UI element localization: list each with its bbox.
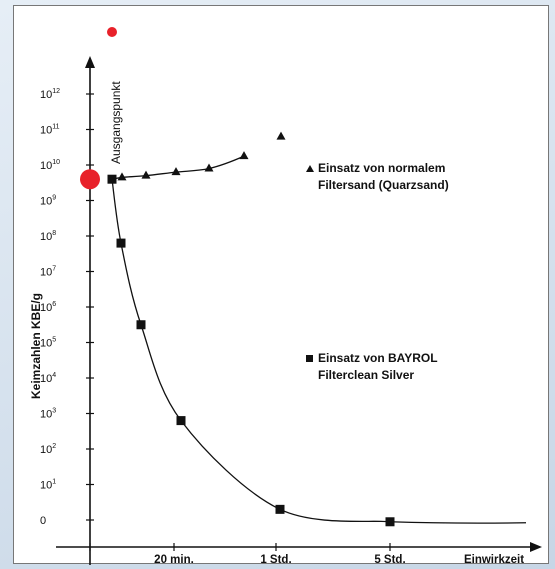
x-axis-title: Einwirkzeit: [464, 554, 524, 565]
triangle-marker: [141, 170, 151, 179]
triangle-marker: [276, 131, 286, 140]
y-tick-label: 102: [40, 443, 56, 456]
triangle-marker: [171, 167, 181, 176]
legend-triangle-marker: [306, 165, 314, 172]
y-axis-title: Keimzahlen KBE/g: [29, 293, 43, 399]
start-point-label-dot: [107, 27, 117, 37]
x-tick-label: 5 Std.: [374, 554, 405, 565]
y-tick-label: 1010: [40, 159, 60, 172]
square-marker: [176, 416, 186, 426]
x-tick-label: 1 Std.: [260, 554, 291, 565]
square-marker: [136, 320, 146, 330]
start-point-marker: [80, 169, 100, 190]
legend: Einsatz von normalem Filtersand (Quarzsa…: [306, 161, 449, 382]
y-tick-label: 109: [40, 195, 56, 208]
y-tick-label: 0: [40, 515, 46, 527]
square-marker: [116, 238, 126, 248]
triangle-marker: [239, 151, 249, 160]
y-tick-label: 105: [40, 337, 56, 350]
y-tick-label: 101: [40, 479, 56, 492]
triangle-marker: [117, 172, 127, 181]
square-marker: [385, 517, 395, 527]
y-tick-label: 106: [40, 301, 56, 314]
chart: Keimzahlen KBE/g Einsatz von normalem Fi…: [29, 27, 542, 565]
start-point-label: Ausgangspunkt: [109, 81, 123, 164]
x-axis-arrow: [530, 542, 542, 552]
x-tick-label: 20 min.: [154, 554, 194, 565]
legend-label-bayrol-line1: Einsatz von BAYROL: [318, 351, 438, 365]
series-line-quarzsand: [111, 155, 245, 180]
triangle-marker: [204, 163, 214, 172]
legend-label-quarzsand-line2: Filtersand (Quarzsand): [318, 178, 449, 192]
series-line-bayrol-tail: [389, 521, 527, 524]
y-tick-label: 108: [40, 230, 56, 243]
y-tick-label: 104: [40, 372, 56, 385]
square-marker: [275, 504, 285, 514]
y-tick-label: 107: [40, 266, 56, 279]
y-axis-arrow: [85, 56, 95, 68]
chart-frame: Keimzahlen KBE/g Einsatz von normalem Fi…: [13, 5, 549, 565]
y-tick-label: 1011: [40, 124, 60, 137]
legend-label-bayrol-line2: Filterclean Silver: [318, 368, 414, 382]
legend-square-marker: [306, 355, 313, 362]
y-tick-label: 103: [40, 408, 56, 421]
legend-label-quarzsand-line1: Einsatz von normalem: [318, 161, 445, 175]
y-tick-label: 1012: [40, 88, 60, 101]
square-marker: [107, 174, 117, 184]
